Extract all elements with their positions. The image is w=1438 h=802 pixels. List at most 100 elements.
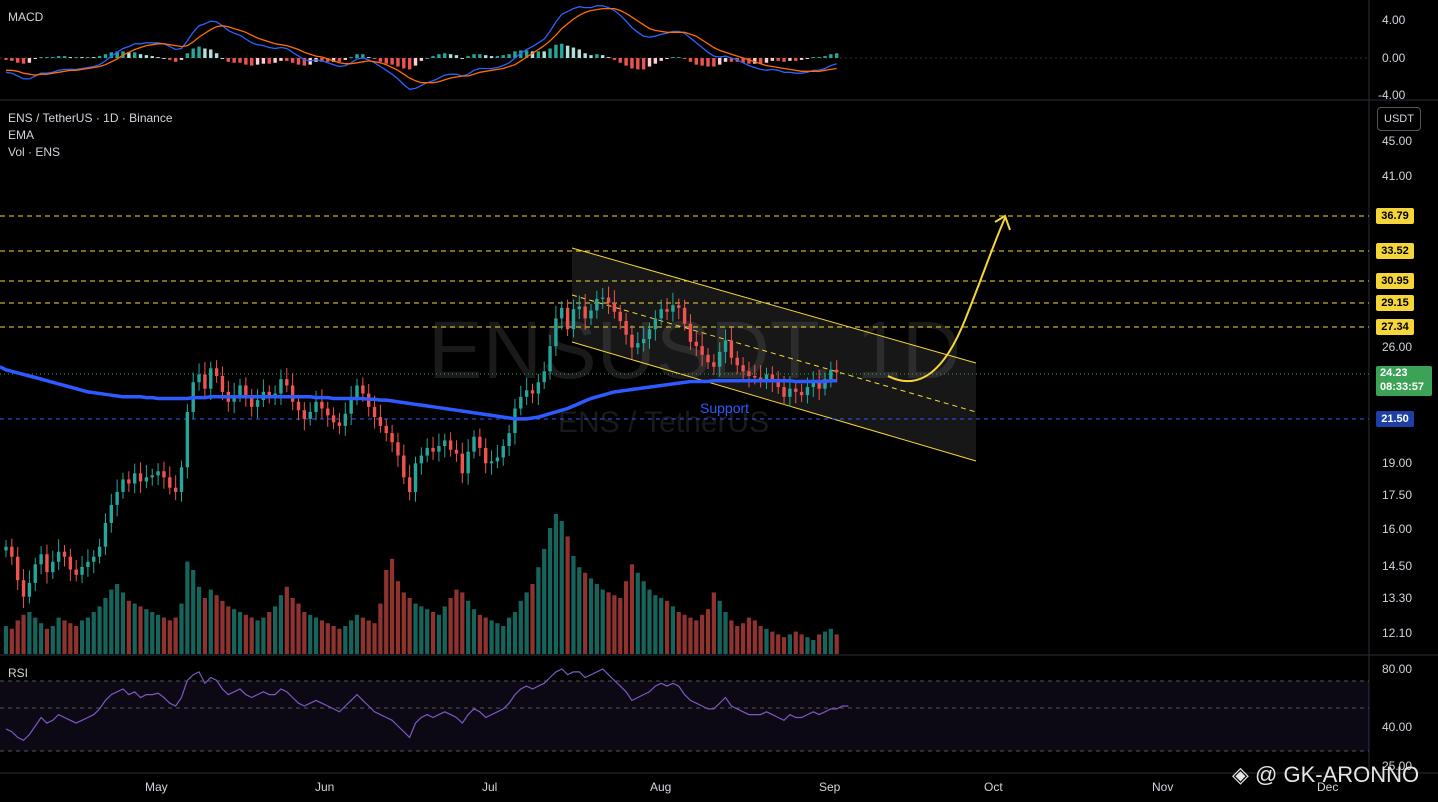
volume-bar	[618, 598, 623, 654]
channel-mid-line[interactable]	[571, 294, 977, 413]
volume-bar	[413, 603, 418, 654]
macd-histogram-bar	[168, 58, 172, 60]
price-tick: 19.00	[1382, 456, 1412, 470]
volume-bar	[834, 634, 839, 654]
candle-body	[138, 473, 143, 482]
volume-bar	[571, 556, 576, 654]
target-tag-27-34: 27.34	[1376, 319, 1414, 335]
volume-bar	[325, 623, 330, 654]
volume-bar	[273, 606, 278, 654]
macd-histogram-bar	[618, 58, 622, 63]
macd-histogram-bar	[378, 58, 383, 62]
macd-histogram-bar	[51, 57, 55, 59]
macd-histogram-bar	[326, 58, 330, 62]
volume-bar	[793, 631, 798, 654]
candle-body	[86, 561, 90, 567]
rsi-band	[0, 681, 1369, 751]
candle-body	[121, 479, 125, 492]
volume-bar	[694, 620, 699, 654]
volume-bar	[817, 634, 822, 654]
support-label: Support	[700, 400, 749, 416]
volume-bar	[144, 609, 149, 654]
candle-body	[764, 374, 769, 380]
volume-bar	[232, 609, 237, 654]
macd-histogram-bar	[513, 51, 517, 58]
volume-bar	[512, 612, 518, 654]
candle-body	[507, 433, 511, 447]
symbol-legend[interactable]: ENS / TetherUS · 1D · Binance	[8, 111, 173, 125]
projection-arrowhead-icon	[994, 214, 1011, 231]
macd-histogram-bar	[133, 52, 137, 58]
macd-histogram-bar	[150, 56, 154, 58]
volume-bar	[308, 614, 313, 654]
candle-body	[799, 391, 804, 396]
bar-countdown: 08:33:57	[1380, 381, 1425, 393]
macd-legend[interactable]: MACD	[8, 10, 44, 24]
macd-histogram-bar	[794, 58, 798, 61]
volume-bar	[507, 617, 512, 654]
candle-body	[694, 341, 698, 347]
macd-histogram-bar	[606, 57, 611, 59]
candle-body	[337, 422, 342, 426]
macd-histogram-bar	[285, 58, 289, 61]
candles[interactable]	[4, 286, 839, 609]
rsi-tick: 40.00	[1382, 720, 1412, 734]
volume-bar	[600, 589, 605, 654]
volume-bar	[372, 623, 377, 654]
time-axis[interactable]: May Jun Jul Aug Sep Oct Nov Dec	[145, 780, 1338, 794]
candle-body	[302, 410, 307, 419]
candle-body	[150, 475, 154, 478]
rsi-line	[5, 668, 849, 742]
volume-bar	[641, 581, 646, 654]
volume-bar	[138, 606, 143, 654]
candle-body	[630, 334, 634, 348]
volume-bar	[524, 592, 529, 654]
volume-bar	[56, 617, 61, 654]
candle-body	[794, 388, 798, 392]
macd-histogram-bar	[454, 55, 459, 58]
candle-body	[162, 471, 166, 478]
volume-bar	[44, 628, 50, 654]
candle-body	[788, 388, 792, 397]
candle-body	[431, 447, 435, 452]
volume-bar	[758, 626, 763, 654]
currency-button[interactable]: USDT	[1377, 107, 1421, 131]
macd-histogram-bar	[191, 48, 195, 58]
macd-histogram-bar	[407, 58, 412, 70]
projection-arrow[interactable]	[887, 217, 1006, 383]
rsi-legend[interactable]: RSI	[8, 666, 29, 680]
macd-histogram-bar	[39, 57, 43, 59]
volume-bar	[542, 549, 547, 654]
candle-body	[501, 446, 505, 458]
candle-body	[817, 382, 821, 389]
macd-histogram-bar	[630, 58, 634, 69]
macd-histogram-bar	[273, 58, 277, 63]
volume-bar	[577, 567, 582, 654]
macd-histogram-bar	[396, 58, 400, 67]
candle-body	[741, 365, 745, 372]
price-axis[interactable]: 45.00 41.00 26.00 19.00 17.50 16.00 14.5…	[1382, 134, 1412, 640]
candle-body	[448, 440, 453, 450]
volume-bar	[296, 603, 301, 654]
volume-bar	[746, 617, 752, 654]
volume-bar	[811, 640, 816, 654]
candle-body	[489, 461, 494, 464]
candle-body	[835, 369, 839, 373]
volume-bar	[284, 586, 289, 654]
ema-legend[interactable]: EMA	[8, 128, 35, 142]
macd-tick: 0.00	[1382, 51, 1406, 65]
channel-lower-line[interactable]	[571, 341, 977, 462]
candle-body	[677, 305, 681, 308]
volume-bar	[103, 598, 108, 654]
macd-histogram-bar	[577, 49, 581, 58]
candle-body	[618, 311, 622, 322]
volume-bar	[565, 536, 570, 654]
macd-histogram-bar	[384, 58, 388, 64]
target-tag-33-52: 33.52	[1376, 243, 1414, 259]
volume-legend[interactable]: Vol · ENS	[8, 145, 61, 159]
time-tick-oct: Oct	[984, 780, 1003, 794]
macd-histogram-bar	[56, 56, 61, 58]
volume-bar	[483, 617, 488, 654]
channel-upper-line[interactable]	[571, 247, 977, 364]
